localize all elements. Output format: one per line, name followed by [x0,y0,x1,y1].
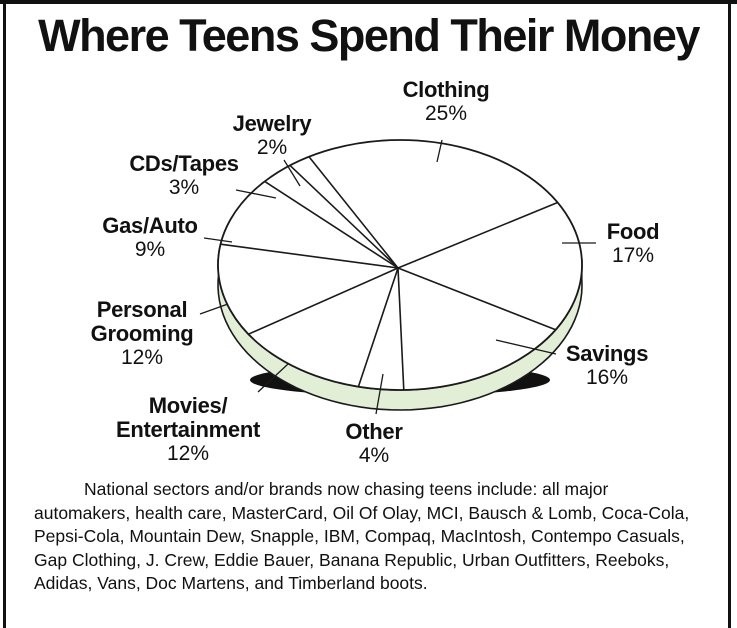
label-savings: Savings 16% [565,341,649,390]
caption-text: National sectors and/or brands now chasi… [34,479,690,594]
slice-boundary-gas-auto [220,243,399,269]
top-border [0,0,737,4]
label-other: Other 4% [345,419,403,468]
leader-cds-tapes [235,189,277,199]
right-border [728,0,731,628]
leader-clothing [436,139,443,163]
leader-personal-grooming [199,303,229,315]
slice-boundary-clothing [308,156,399,269]
left-border [3,0,6,628]
slice-boundary-savings [397,267,556,331]
slice-boundary-personal-grooming [248,267,399,335]
pie-top [217,139,583,391]
leader-jewelry [283,159,301,187]
label-cds-tapes: CDs/Tapes 3% [129,151,239,200]
label-food: Food 17% [606,219,660,268]
slice-boundary-cds-tapes [264,180,399,269]
slice-boundary-food [397,201,558,269]
label-jewelry: Jewelry 2% [232,111,312,160]
label-clothing: Clothing 25% [402,77,490,126]
pie-slices [220,156,558,391]
label-movies-entertainment: Movies/ Entertainment 12% [115,393,260,466]
slice-boundary-jewelry [289,164,399,269]
slice-boundary-movies-entertainment [357,267,399,387]
label-gas-auto: Gas/Auto 9% [102,213,198,262]
chart-title: Where Teens Spend Their Money [38,10,700,61]
label-personal-grooming: Personal Grooming 12% [90,297,194,370]
leader-gas-auto [203,237,233,243]
leader-savings [495,339,557,355]
label-leaders [199,139,596,415]
leader-movies-entertainment [257,363,289,393]
slice-boundary-other [397,267,405,391]
leader-other [375,373,384,415]
